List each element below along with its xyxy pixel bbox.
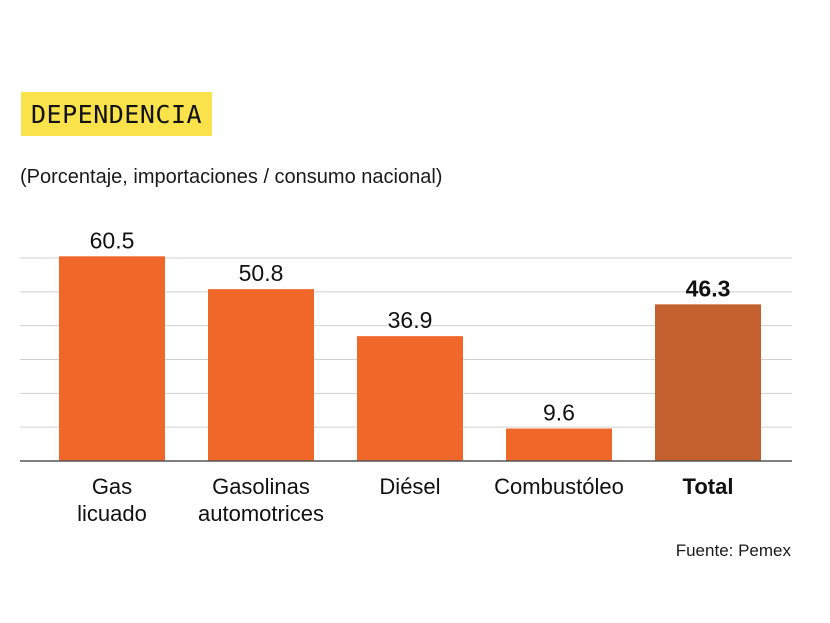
bar-3 <box>506 428 612 461</box>
category-label-1: Gasolinas <box>212 474 310 499</box>
category-label-0: Gas <box>92 474 132 499</box>
bar-4 <box>655 304 761 461</box>
data-label-2: 36.9 <box>388 307 433 333</box>
data-label-4: 46.3 <box>686 275 731 301</box>
data-label-1: 50.8 <box>239 260 284 286</box>
category-label-0: licuado <box>77 501 147 526</box>
source-note: Fuente: Pemex <box>675 541 791 560</box>
bar-1 <box>208 289 314 461</box>
category-label-4: Total <box>683 474 734 499</box>
bar-2 <box>357 336 463 461</box>
chart-subtitle: (Porcentaje, importaciones / consumo nac… <box>20 166 443 188</box>
chart-title: DEPENDENCIA <box>31 99 203 129</box>
category-label-1: automotrices <box>198 501 324 526</box>
bar-0 <box>59 256 165 461</box>
title-badge: DEPENDENCIA <box>21 92 213 136</box>
category-label-2: Diésel <box>379 474 440 499</box>
data-label-3: 9.6 <box>543 400 575 426</box>
category-label-3: Combustóleo <box>494 474 624 499</box>
data-label-0: 60.5 <box>90 227 135 253</box>
